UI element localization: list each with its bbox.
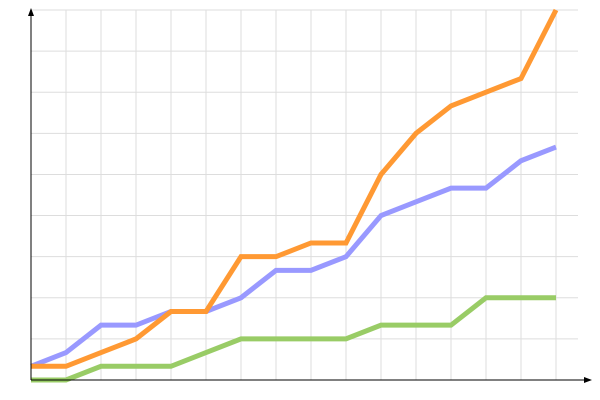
series-group	[30, 8, 559, 383]
y-axis-arrow-icon	[28, 8, 34, 16]
series-line-1	[30, 144, 557, 369]
axes	[28, 8, 592, 383]
series-line-3	[31, 295, 556, 383]
series-line-2	[31, 8, 559, 369]
x-axis-arrow-icon	[584, 377, 592, 383]
